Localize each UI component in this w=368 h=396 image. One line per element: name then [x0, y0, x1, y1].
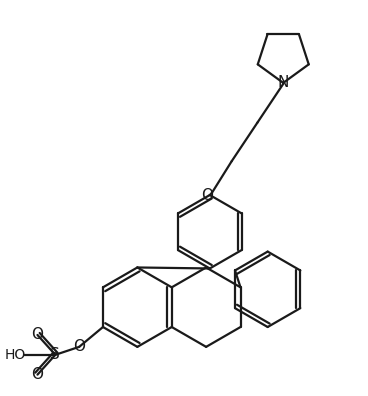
Text: O: O	[32, 327, 43, 343]
Text: O: O	[73, 339, 85, 354]
Text: O: O	[32, 367, 43, 382]
Text: HO: HO	[5, 348, 26, 362]
Text: N: N	[277, 75, 289, 90]
Text: O: O	[201, 188, 213, 202]
Text: S: S	[50, 347, 60, 362]
